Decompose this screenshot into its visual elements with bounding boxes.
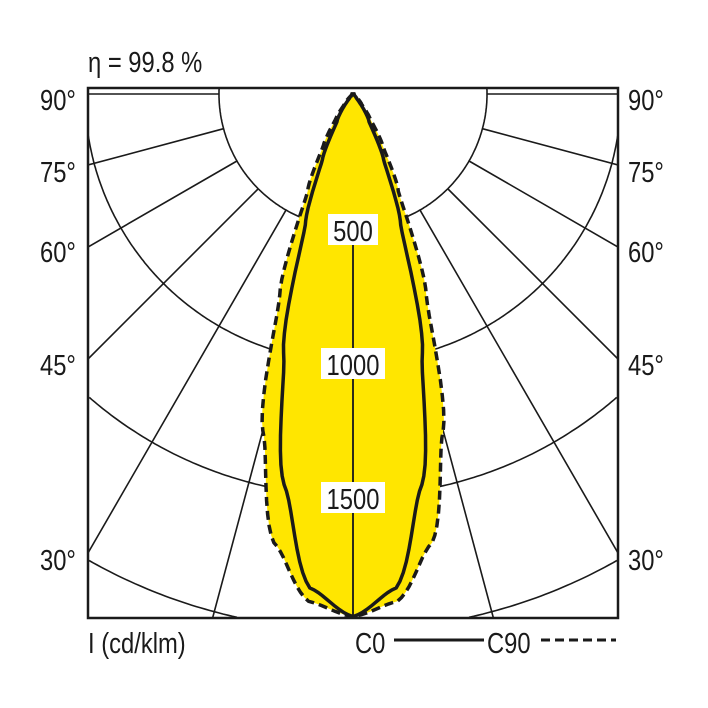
angle-label-right-90: 90° xyxy=(628,84,664,117)
angle-label-left-75: 75° xyxy=(40,156,76,189)
radial-label-500: 500 xyxy=(333,215,373,248)
grid-radial-line-45 xyxy=(447,188,618,360)
grid-radial-line-60 xyxy=(468,160,618,248)
angle-label-left-30: 30° xyxy=(40,544,76,577)
radial-label-1000: 1000 xyxy=(327,349,380,382)
angle-label-left-45: 45° xyxy=(40,349,76,382)
legend-c0-label: C0 xyxy=(355,627,385,660)
grid-radial-line-30 xyxy=(88,209,287,554)
unit-label: I (cd/klm) xyxy=(88,627,186,660)
angle-label-left-60: 60° xyxy=(40,236,76,269)
grid-radial-line-60 xyxy=(88,160,238,248)
grid-radial-line-75 xyxy=(88,127,224,166)
legend-c90-label: C90 xyxy=(487,627,531,660)
angle-labels: 90° 90° 75° 75° 60° 60° 45° 45° 30° 30° xyxy=(40,84,664,577)
angle-label-right-30: 30° xyxy=(628,544,664,577)
radial-label-box xyxy=(321,348,385,379)
plot-frame xyxy=(86,86,620,620)
grid-radial-line-45 xyxy=(88,188,259,360)
angle-label-right-75: 75° xyxy=(628,156,664,189)
radial-label-1500: 1500 xyxy=(327,483,380,516)
angle-label-right-45: 45° xyxy=(628,349,664,382)
grid-circle-2000 xyxy=(88,559,618,618)
angle-label-right-60: 60° xyxy=(628,236,664,269)
grid-radial-line-75 xyxy=(482,127,618,166)
radial-labels: 500 1000 1500 xyxy=(321,214,385,516)
grid-radial-line-30 xyxy=(419,209,618,554)
radial-label-box xyxy=(321,482,385,513)
angle-label-left-90: 90° xyxy=(40,84,76,117)
radial-label-box xyxy=(328,214,378,245)
efficiency-title: η = 99.8 % xyxy=(88,46,202,79)
